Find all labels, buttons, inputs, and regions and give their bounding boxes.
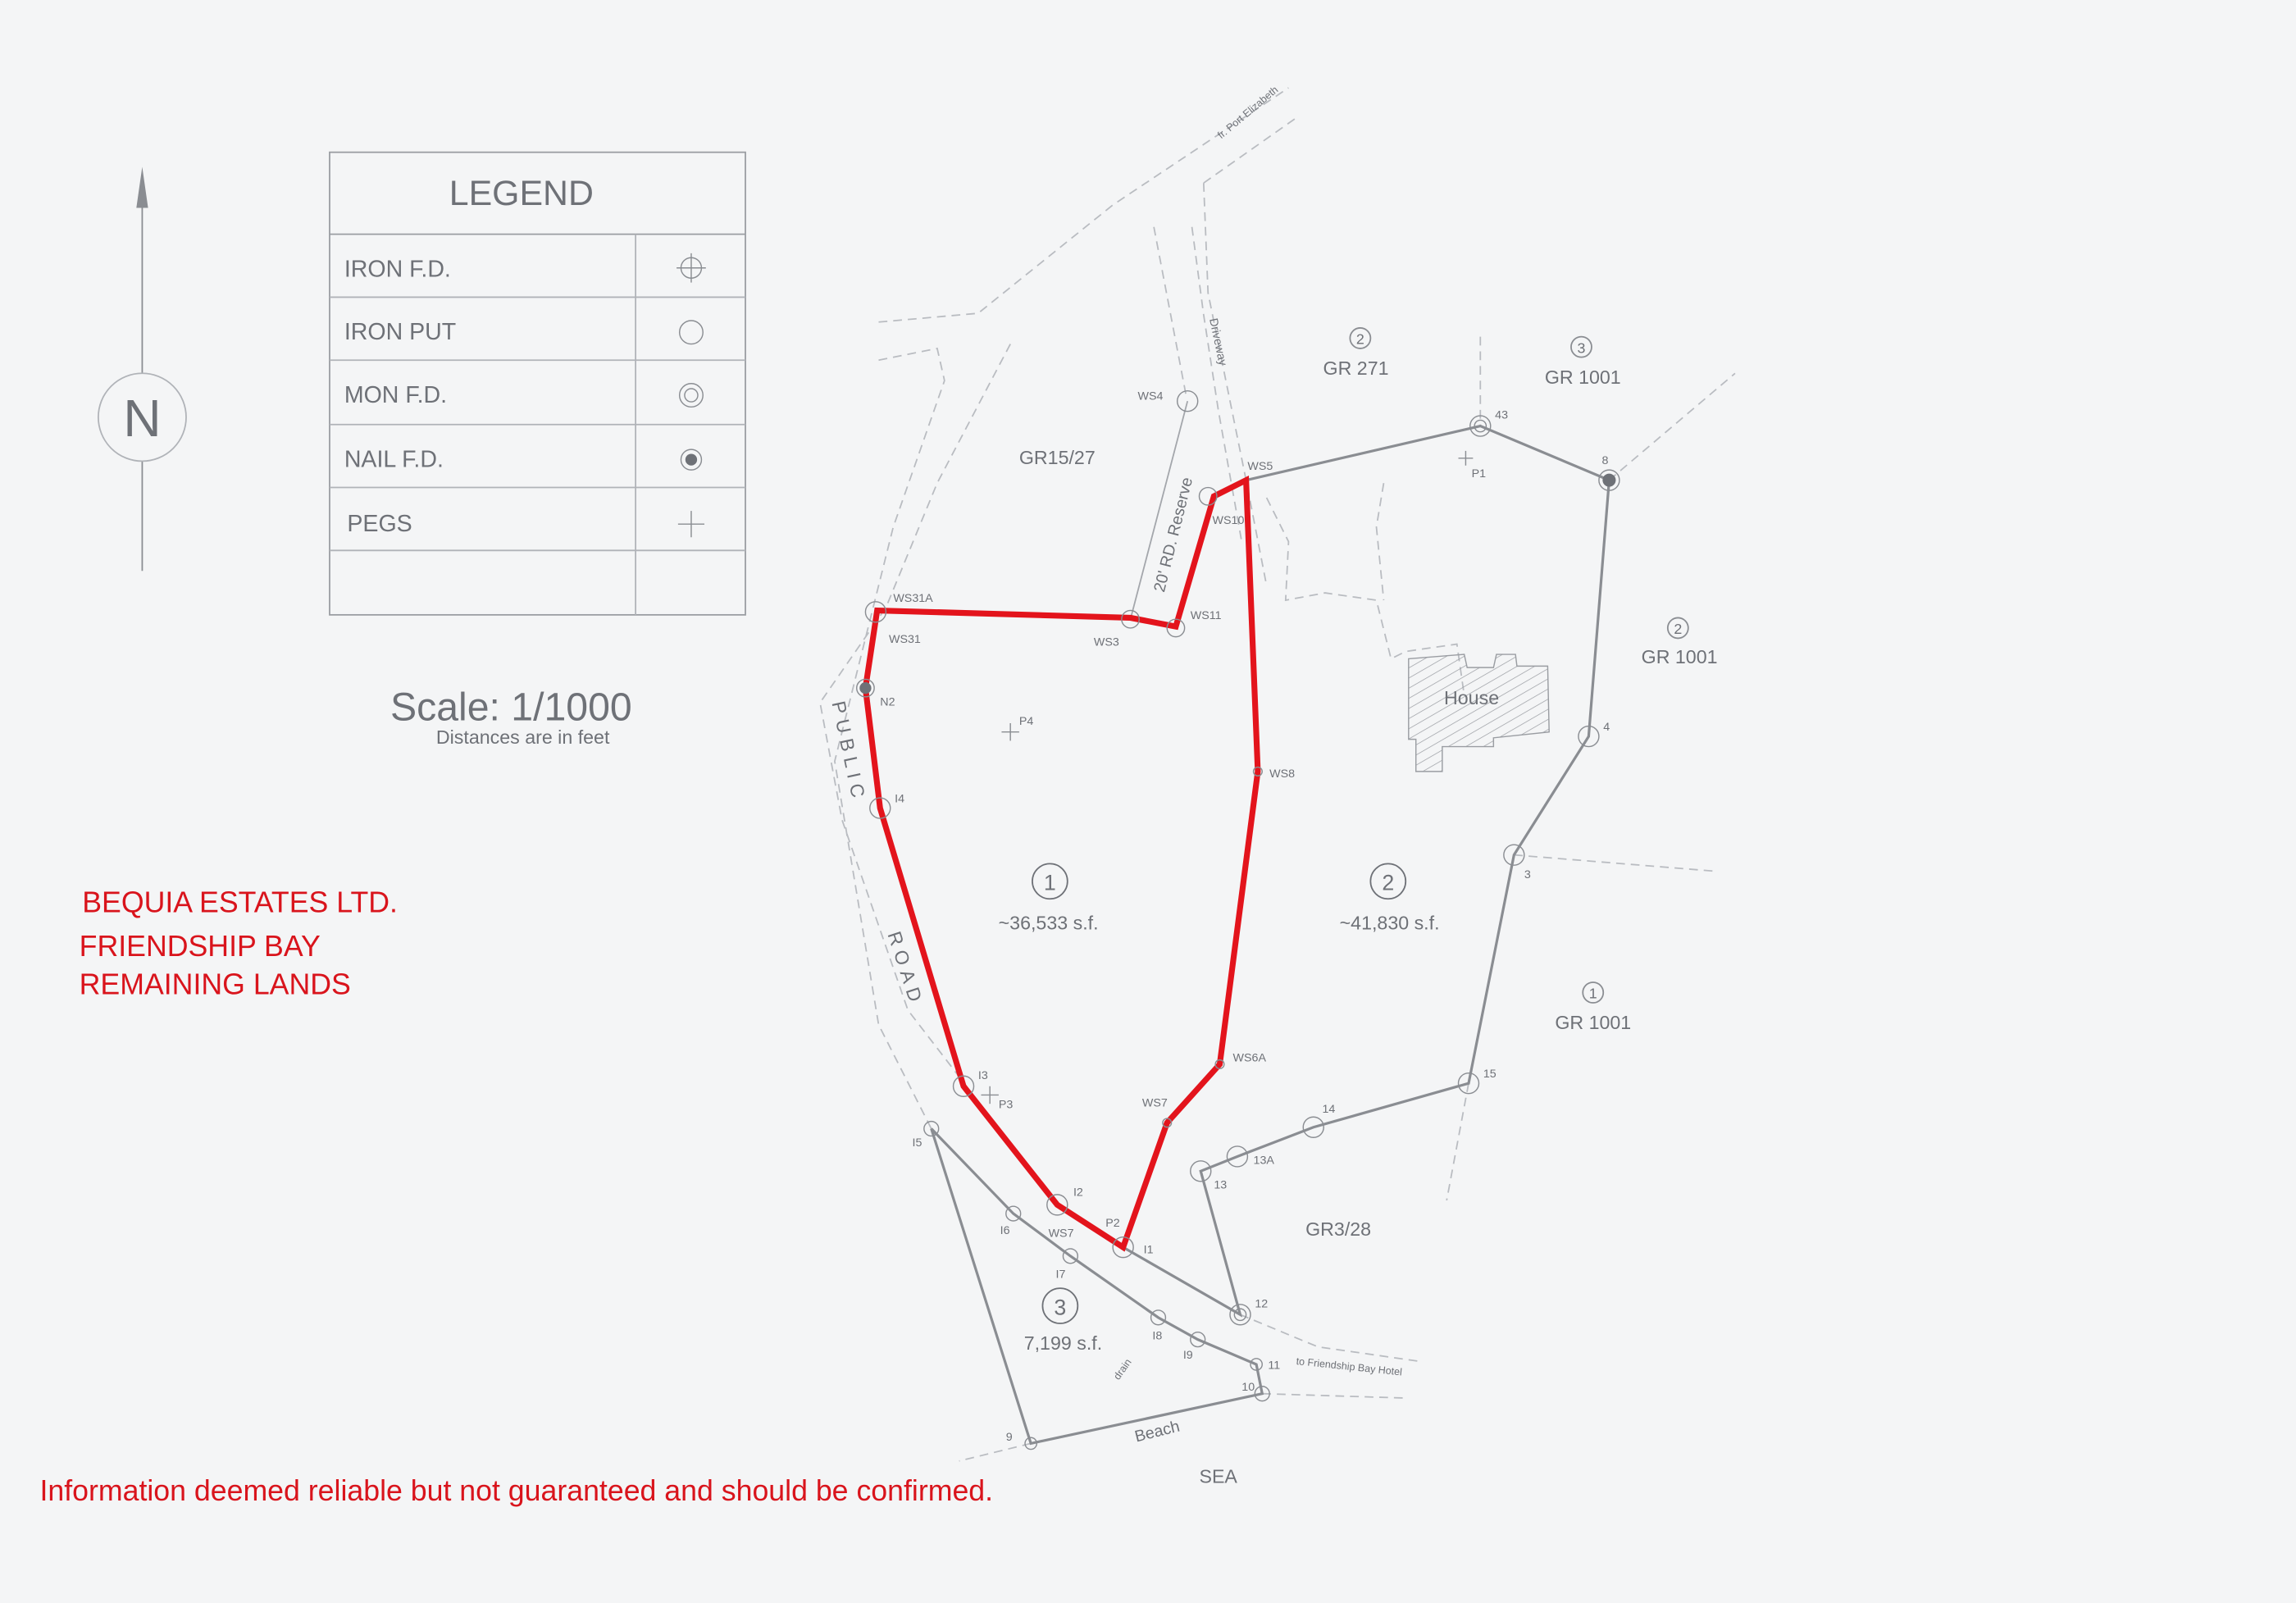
point-label: WS6A: [1233, 1051, 1267, 1064]
point-label: WS7: [1142, 1097, 1168, 1110]
sea-label: SEA: [1199, 1466, 1237, 1487]
nail-marker: [1602, 473, 1616, 487]
point-label: WS4: [1138, 389, 1164, 403]
point-label: I5: [913, 1136, 922, 1150]
neighbor-name: GR 271: [1323, 357, 1389, 379]
point-label: 13: [1214, 1179, 1227, 1192]
point-label: 15: [1483, 1068, 1496, 1081]
neighbor-name: GR 1001: [1642, 646, 1718, 667]
point-label: 10: [1241, 1381, 1255, 1394]
point-label: 13A: [1254, 1154, 1275, 1167]
point-label: I1: [1144, 1243, 1154, 1256]
highlighted-parcel-boundary: [862, 475, 1261, 1252]
legend-label: MON F.D.: [344, 382, 447, 408]
point-label: I8: [1152, 1330, 1162, 1343]
point-label: P3: [999, 1099, 1014, 1112]
owner-line-1: BEQUIA ESTATES LTD.: [82, 886, 398, 918]
point-label: I7: [1056, 1268, 1066, 1282]
legend-label: IRON PUT: [344, 319, 456, 345]
legend-label: NAIL F.D.: [344, 447, 444, 473]
road-lines: [819, 87, 1736, 1462]
owner-line-3: REMAINING LANDS: [80, 968, 351, 1000]
point-label: N2: [880, 696, 895, 709]
point-label: WS10: [1213, 514, 1245, 527]
point-label: WS11: [1191, 609, 1222, 622]
point-label: WS7: [1049, 1227, 1074, 1241]
neighbor-name: GR 1001: [1545, 367, 1621, 388]
parcel-3-number: 3: [1054, 1295, 1066, 1319]
point-label: WS31A: [893, 592, 933, 605]
neighbor-name: GR15/27: [1019, 447, 1096, 468]
legend-label: IRON F.D.: [344, 256, 451, 282]
north-arrow-icon: N: [97, 166, 187, 572]
parcel-2-area: ~41,830 s.f.: [1340, 913, 1440, 934]
neighbor-name: GR 1001: [1555, 1012, 1631, 1033]
parcel-boundaries: [930, 400, 1611, 1446]
neighbor-number: 3: [1578, 339, 1586, 356]
driveway-label: Driveway: [1206, 317, 1229, 368]
nail-marker: [859, 681, 872, 694]
neighbor-number: 1: [1589, 986, 1597, 1002]
point-label: WS31: [889, 633, 921, 646]
neighbor-number: 2: [1356, 331, 1364, 348]
parcel-1-area: ~36,533 s.f.: [999, 913, 1099, 934]
point-label: I9: [1183, 1349, 1193, 1362]
point-label: 3: [1524, 868, 1531, 881]
point-label: I4: [895, 792, 904, 805]
north-label: N: [123, 389, 161, 448]
scale-title: Scale: 1/1000: [390, 685, 632, 729]
owner-line-2: FRIENDSHIP BAY: [80, 930, 321, 963]
scale-note: Distances are in feet: [436, 726, 610, 748]
point-label: 9: [1006, 1431, 1013, 1444]
neighbor-labels: 2 GR 271 3 GR 1001 2 GR 1001 1 GR 1001 G…: [1019, 327, 1718, 1240]
disclaimer: Information deemed reliable but not guar…: [39, 1474, 993, 1507]
point-label: P1: [1472, 467, 1487, 480]
beach-label: Beach: [1133, 1418, 1182, 1446]
point-label: P4: [1019, 715, 1034, 728]
point-label: 14: [1322, 1103, 1335, 1116]
point-label: WS8: [1269, 767, 1295, 781]
point-label: WS5: [1247, 460, 1273, 473]
point-label: 12: [1255, 1297, 1268, 1310]
point-label: P2: [1105, 1217, 1120, 1230]
parcel-3-area: 7,199 s.f.: [1024, 1332, 1102, 1354]
parcel-2-number: 2: [1382, 871, 1394, 895]
filled-dot-circle-icon: [680, 449, 703, 471]
open-circle-icon: [678, 320, 704, 345]
drain-label: drain: [1111, 1357, 1133, 1382]
parcel-1-number: 1: [1044, 871, 1056, 895]
point-label: 4: [1603, 721, 1610, 734]
legend-label: PEGS: [347, 511, 412, 537]
point-label: 8: [1601, 454, 1608, 467]
point-label: 43: [1495, 409, 1508, 422]
point-labels: WS4 WS5 WS10 WS11 WS3 WS31A WS31 N2 P4 I…: [880, 389, 1610, 1443]
legend: LEGEND IRON F.D. IRON PUT MON F.D. NAIL …: [329, 151, 746, 616]
public-road-label: PUBLIC: [827, 699, 870, 805]
house-label: House: [1444, 687, 1499, 708]
double-circle-icon: [678, 383, 704, 408]
house: House: [1408, 653, 1550, 772]
plus-icon: [677, 511, 705, 538]
point-label: I3: [978, 1069, 988, 1082]
to-hotel-label: to Friendship Bay Hotel: [1296, 1355, 1403, 1378]
point-label: I6: [1000, 1224, 1010, 1237]
circle-crosshair-icon: [676, 253, 706, 283]
feature-labels: Driveway 20' RD. Reserve PUBLIC ROAD fr.…: [827, 84, 1402, 1487]
from-port-elizabeth-label: fr. Port Elizabeth: [1215, 84, 1280, 141]
point-label: I2: [1073, 1186, 1083, 1200]
survey-markers: [855, 389, 1620, 1450]
legend-title: LEGEND: [449, 174, 594, 213]
point-label: 11: [1268, 1359, 1280, 1372]
point-label: WS3: [1094, 635, 1119, 649]
neighbor-name: GR3/28: [1305, 1218, 1371, 1240]
parcel-labels: 1 ~36,533 s.f. 2 ~41,830 s.f. 3 7,199 s.…: [999, 863, 1440, 1354]
neighbor-number: 2: [1674, 621, 1682, 637]
